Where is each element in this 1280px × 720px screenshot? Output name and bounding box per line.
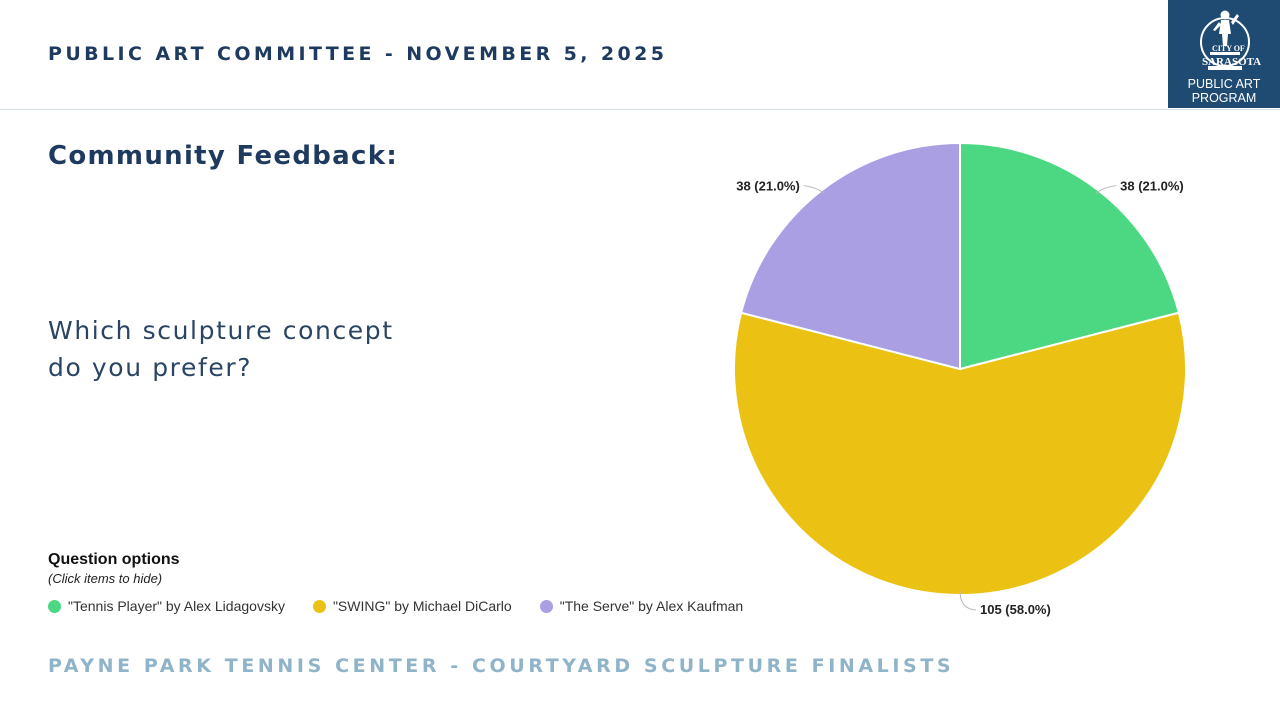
- meeting-title: PUBLIC ART COMMITTEE - NOVEMBER 5, 2025: [48, 43, 668, 65]
- legend-dot-icon: [312, 599, 326, 613]
- legend-label: "Tennis Player" by Alex Lidagovsky: [68, 598, 285, 614]
- leader-line: [959, 590, 977, 611]
- leader-line: [803, 185, 825, 194]
- city-of-sarasota-emblem-icon: CITY OF SARASOTA: [1200, 10, 1261, 70]
- survey-question: Which sculpture concept do you prefer?: [48, 312, 508, 386]
- logo-line-1: PUBLIC ART: [1187, 77, 1261, 91]
- legend-title: Question options: [48, 551, 180, 568]
- svg-text:CITY OF: CITY OF: [1212, 44, 1245, 53]
- pie-chart: 38 (21.0%) 105 (58.0%) 38 (21.0%): [733, 141, 1187, 617]
- legend-dot-icon: [48, 599, 61, 613]
- svg-text:SARASOTA: SARASOTA: [1202, 56, 1261, 68]
- footer-title: PAYNE PARK TENNIS CENTER - COURTYARD SCU…: [48, 655, 955, 677]
- section-title: Community Feedback:: [48, 141, 399, 171]
- leader-line: [1095, 185, 1117, 194]
- data-label-the-serve: 38 (21.0%): [736, 179, 800, 194]
- legend-item-swing[interactable]: "SWING" by Michael DiCarlo: [312, 598, 512, 614]
- legend-item-tennis-player[interactable]: "Tennis Player" by Alex Lidagovsky: [48, 598, 285, 614]
- chart-legend: "Tennis Player" by Alex Lidagovsky "SWIN…: [48, 597, 771, 615]
- legend-label: "SWING" by Michael DiCarlo: [332, 598, 512, 614]
- logo-line-2: PROGRAM: [1191, 91, 1257, 105]
- question-line-1: Which sculpture concept: [48, 316, 394, 345]
- pie-slice-the-serve[interactable]: [739, 141, 961, 371]
- legend-dot-icon: [539, 599, 553, 613]
- legend-item-the-serve[interactable]: "The Serve" by Alex Kaufman: [539, 598, 744, 614]
- data-label-tennis-player: 38 (21.0%): [1120, 179, 1184, 194]
- question-line-2: do you prefer?: [48, 353, 253, 382]
- header-bar: PUBLIC ART COMMITTEE - NOVEMBER 5, 2025 …: [0, 0, 1280, 110]
- legend-hint: (Click items to hide): [48, 571, 163, 586]
- pie-slice-tennis-player[interactable]: [959, 141, 1181, 371]
- legend-label: "The Serve" by Alex Kaufman: [559, 598, 744, 614]
- data-label-swing: 105 (58.0%): [980, 602, 1051, 617]
- public-art-program-logo: CITY OF SARASOTA PUBLIC ART PROGRAM: [1168, 0, 1280, 108]
